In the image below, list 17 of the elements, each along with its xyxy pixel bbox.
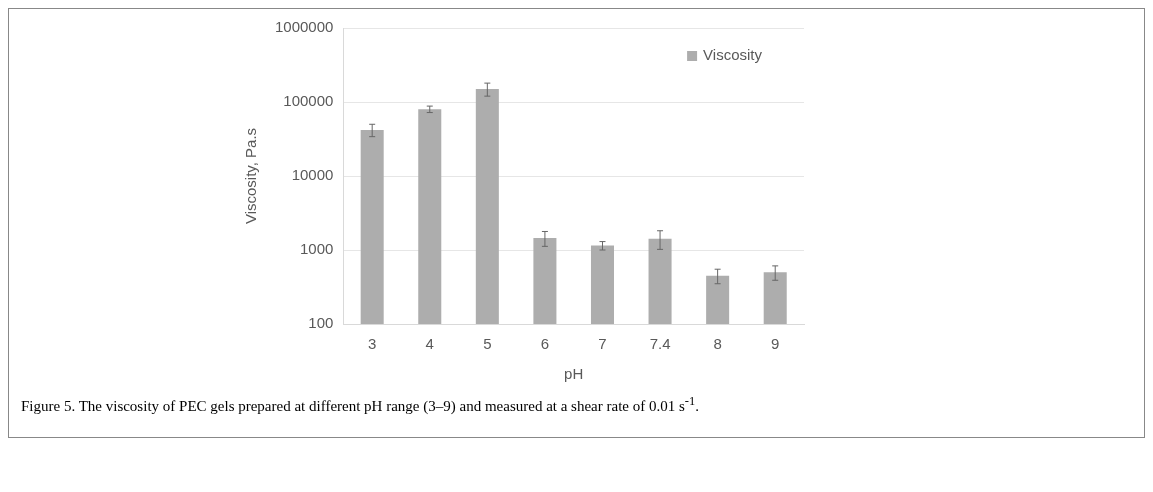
y-tick-label: 100000 <box>283 92 334 110</box>
x-tick-label: 6 <box>540 335 550 353</box>
legend-label: Viscosity <box>703 46 763 64</box>
y-tick-label: 1000 <box>300 240 334 258</box>
x-tick-label: 9 <box>771 335 780 353</box>
y-tick-label: 1000000 <box>274 18 334 36</box>
x-tick-label: 3 <box>368 335 377 353</box>
x-axis-title: pH <box>564 365 584 383</box>
y-tick-label: 10000 <box>291 166 334 184</box>
caption: Figure 5. The viscosity of PEC gels prepared at different pH range (3–9) and measured at a shear rate of 0.01 s$^{-1}$. <box>20 393 700 416</box>
x-tick-label: 4 <box>425 335 434 353</box>
x-tick-label: 5 <box>483 335 492 353</box>
y-tick-label: 100 <box>308 314 334 332</box>
x-tick-label: 7 <box>598 335 607 353</box>
x-tick-label: 8 <box>713 335 722 353</box>
x-tick-label: 7.4 <box>649 335 671 353</box>
y-axis-title: Viscosity, Pa.s <box>242 127 260 225</box>
